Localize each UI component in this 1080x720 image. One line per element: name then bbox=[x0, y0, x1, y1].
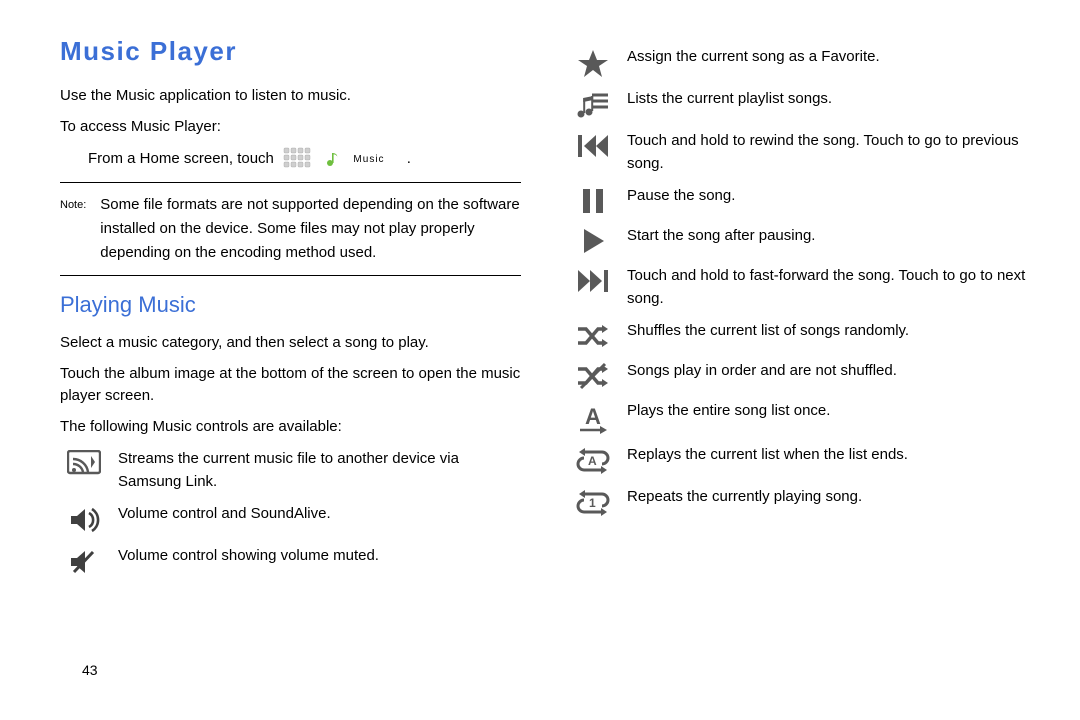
pause-desc: Pause the song. bbox=[617, 185, 1030, 208]
repeat-one-desc: Repeats the currently playing song. bbox=[617, 486, 1030, 509]
left-column: Music Player Use the Music application t… bbox=[60, 36, 545, 700]
playing-p2: Touch the album image at the bottom of t… bbox=[60, 363, 521, 408]
control-row-volume: Volume control and SoundAlive. bbox=[60, 503, 521, 535]
playlist-icon bbox=[569, 88, 617, 120]
music-app-label: Music bbox=[353, 154, 384, 165]
note-body: Some file formats are not supported depe… bbox=[92, 193, 521, 265]
control-row-rewind: Touch and hold to rewind the song. Touch… bbox=[569, 130, 1030, 175]
music-note-icon bbox=[324, 150, 342, 168]
play-once-icon: A bbox=[569, 400, 617, 434]
favorite-icon bbox=[569, 46, 617, 78]
play-desc: Start the song after pausing. bbox=[617, 225, 1030, 248]
repeat-one-icon: 1 bbox=[569, 486, 617, 518]
repeat-all-icon: A bbox=[569, 444, 617, 476]
shuffle-on-icon bbox=[569, 320, 617, 350]
playing-p1: Select a music category, and then select… bbox=[60, 332, 521, 355]
forward-desc: Touch and hold to fast-forward the song.… bbox=[617, 265, 1030, 310]
apps-grid-icon bbox=[282, 146, 312, 172]
play-icon bbox=[569, 225, 617, 255]
from-home-prefix: From a Home screen, touch bbox=[88, 150, 274, 167]
note-label: Note: bbox=[60, 193, 92, 265]
control-row-cast: Streams the current music file to anothe… bbox=[60, 448, 521, 493]
note-row: Note: Some file formats are not supporte… bbox=[60, 193, 521, 265]
control-row-repeat-one: 1 Repeats the currently playing song. bbox=[569, 486, 1030, 518]
subsection-title: Playing Music bbox=[60, 292, 521, 318]
control-row-favorite: Assign the current song as a Favorite. bbox=[569, 46, 1030, 78]
play-once-desc: Plays the entire song list once. bbox=[617, 400, 1030, 423]
section-title: Music Player bbox=[60, 36, 521, 67]
mute-desc: Volume control showing volume muted. bbox=[108, 545, 521, 568]
rule-top bbox=[60, 182, 521, 183]
forward-icon bbox=[569, 265, 617, 295]
svg-text:A: A bbox=[585, 404, 601, 429]
control-row-play-once: A Plays the entire song list once. bbox=[569, 400, 1030, 434]
control-row-play: Start the song after pausing. bbox=[569, 225, 1030, 255]
control-row-repeat-all: A Replays the current list when the list… bbox=[569, 444, 1030, 476]
control-row-pause: Pause the song. bbox=[569, 185, 1030, 215]
control-row-shuffle-on: Shuffles the current list of songs rando… bbox=[569, 320, 1030, 350]
control-row-playlist: Lists the current playlist songs. bbox=[569, 88, 1030, 120]
repeat-all-desc: Replays the current list when the list e… bbox=[617, 444, 1030, 467]
playing-p3: The following Music controls are availab… bbox=[60, 416, 521, 439]
intro-text-2: To access Music Player: bbox=[60, 116, 521, 139]
favorite-desc: Assign the current song as a Favorite. bbox=[617, 46, 1030, 69]
shuffle-off-desc: Songs play in order and are not shuffled… bbox=[617, 360, 1030, 383]
control-row-forward: Touch and hold to fast-forward the song.… bbox=[569, 265, 1030, 310]
cast-icon bbox=[60, 448, 108, 478]
playlist-desc: Lists the current playlist songs. bbox=[617, 88, 1030, 111]
period: . bbox=[407, 150, 411, 167]
from-home-line: From a Home screen, touch Music bbox=[88, 146, 521, 172]
rule-bottom bbox=[60, 275, 521, 276]
control-row-mute: Volume control showing volume muted. bbox=[60, 545, 521, 577]
intro-text-1: Use the Music application to listen to m… bbox=[60, 85, 521, 108]
rewind-desc: Touch and hold to rewind the song. Touch… bbox=[617, 130, 1030, 175]
volume-icon bbox=[60, 503, 108, 535]
svg-text:A: A bbox=[588, 454, 597, 468]
page-number: 43 bbox=[82, 662, 98, 678]
svg-text:1: 1 bbox=[589, 496, 596, 510]
page: Music Player Use the Music application t… bbox=[0, 0, 1080, 720]
pause-icon bbox=[569, 185, 617, 215]
shuffle-off-icon bbox=[569, 360, 617, 390]
control-row-shuffle-off: Songs play in order and are not shuffled… bbox=[569, 360, 1030, 390]
rewind-icon bbox=[569, 130, 617, 160]
mute-icon bbox=[60, 545, 108, 577]
cast-desc: Streams the current music file to anothe… bbox=[108, 448, 521, 493]
volume-desc: Volume control and SoundAlive. bbox=[108, 503, 521, 526]
right-column: Assign the current song as a Favorite. L… bbox=[545, 36, 1030, 700]
shuffle-on-desc: Shuffles the current list of songs rando… bbox=[617, 320, 1030, 343]
